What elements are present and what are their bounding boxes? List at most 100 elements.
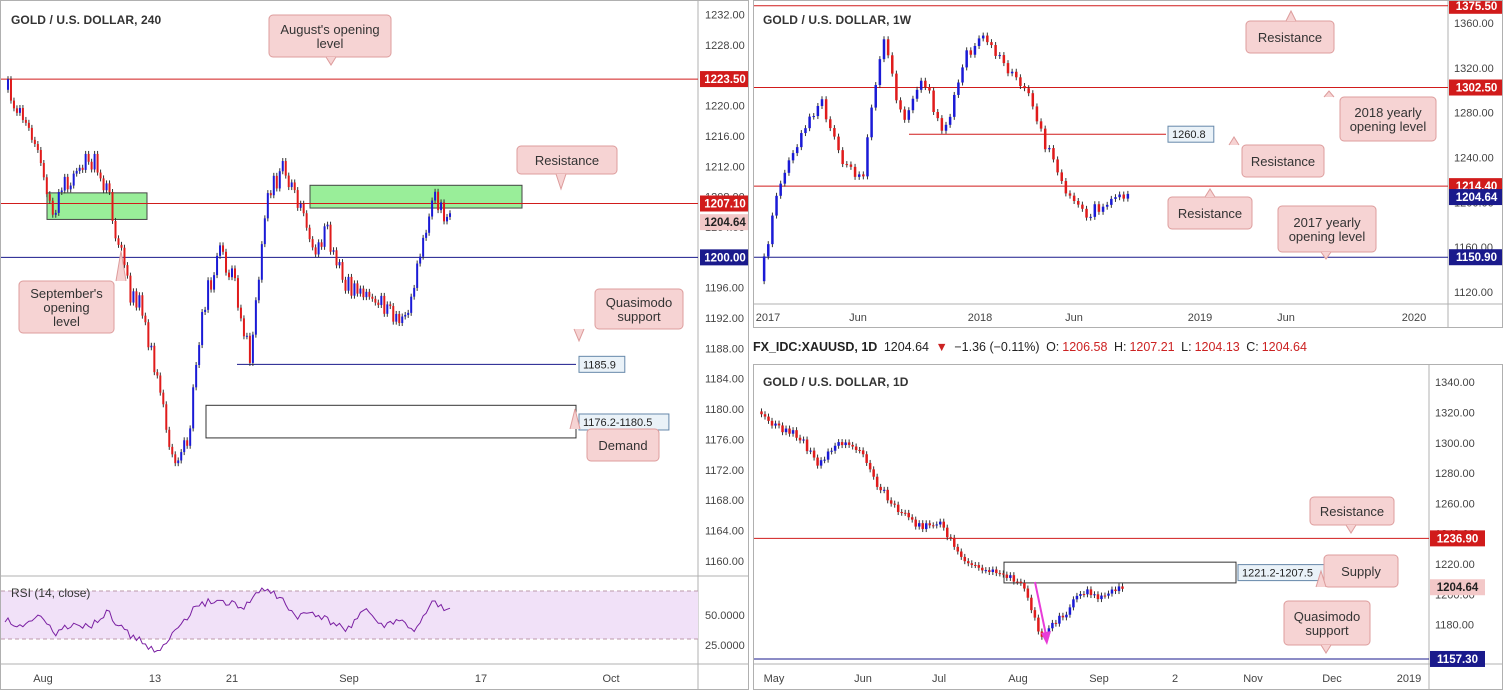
callout-aug-text: level <box>317 36 344 51</box>
h4-candle <box>305 213 308 228</box>
callout-supply-pointer <box>1315 569 1327 588</box>
h4-candle <box>347 276 350 291</box>
h4-candle <box>72 173 75 186</box>
weekly-candle <box>1048 148 1051 150</box>
price-tag-2017 <box>1449 249 1502 266</box>
h4-candle <box>144 315 147 323</box>
h4-y-tick: 1196.00 <box>705 283 744 295</box>
h4-candle <box>6 79 9 90</box>
h4-candle <box>69 185 72 190</box>
h4-y-tick: 1228.00 <box>705 40 745 52</box>
daily-candle <box>833 445 837 451</box>
h4-candle <box>245 335 248 337</box>
weekly-x-tick: 2020 <box>1402 312 1426 324</box>
weekly-y-tick: 1320.00 <box>1454 63 1494 75</box>
callout-2017-pointer <box>1320 251 1332 260</box>
weekly-candle <box>1072 195 1076 202</box>
h4-chart[interactable]: 1232.001228.001224.001220.001216.001212.… <box>1 1 749 690</box>
callout-2018-pointer <box>1323 90 1335 98</box>
daily-chart-panel[interactable]: 1340.001320.001300.001280.001260.001240.… <box>753 364 1503 690</box>
daily-candle <box>858 449 861 451</box>
last-price: 1204.64 <box>883 340 929 354</box>
weekly-candle <box>849 164 853 167</box>
weekly-candle <box>903 109 906 120</box>
weekly-candle <box>1126 193 1130 199</box>
daily-candle <box>809 450 812 452</box>
price-tag-aug-text: 1223.50 <box>704 74 746 86</box>
h4-candle <box>207 280 210 310</box>
callout-res-mid <box>1241 144 1325 178</box>
h4-candle <box>437 191 440 211</box>
daily-chart[interactable]: 1340.001320.001300.001280.001260.001240.… <box>754 365 1503 690</box>
h4-candle <box>138 295 141 308</box>
daily-x-tick: Jun <box>854 673 872 685</box>
daily-candle <box>924 523 928 530</box>
weekly-candle <box>874 85 877 108</box>
daily-x-tick: Jul <box>932 673 946 685</box>
h4-candle <box>326 224 329 227</box>
h4-candle <box>126 265 129 276</box>
h4-y-tick: 1168.00 <box>705 495 744 507</box>
daily-candle <box>861 450 865 455</box>
h4-candle <box>54 212 57 215</box>
h4-candle <box>159 375 162 393</box>
h4-candle <box>60 190 63 193</box>
daily-candle <box>1100 595 1103 600</box>
weekly-candle <box>981 35 985 39</box>
callout-qm <box>594 288 684 330</box>
h4-candle <box>189 428 192 446</box>
daily-x-tick: Sep <box>1089 673 1109 685</box>
h4-candle <box>195 364 198 388</box>
weekly-chart-panel[interactable]: 1360.001320.001280.001240.001200.001160.… <box>753 0 1503 328</box>
daily-y-tick: 1180.00 <box>1435 620 1474 632</box>
daily-candle <box>1110 589 1114 594</box>
rsi-band <box>1 591 698 639</box>
weekly-candle <box>899 100 902 110</box>
daily-candle <box>921 523 924 530</box>
change-value: −1.36 (−0.11%) <box>954 340 1040 354</box>
callout-september-text: opening <box>43 300 89 315</box>
daily-candle <box>1096 594 1100 600</box>
h4-y-tick: 1180.00 <box>705 404 744 416</box>
h4-candle <box>344 279 347 291</box>
daily-candle <box>830 450 833 452</box>
h4-candle <box>174 454 177 464</box>
daily-candle <box>946 527 949 538</box>
daily-candle <box>1016 581 1019 583</box>
label-supply-text: 1221.2-1207.5 <box>1242 568 1313 580</box>
h4-chart-panel[interactable]: 1232.001228.001224.001220.001216.001212.… <box>0 0 749 690</box>
h4-candle <box>99 172 102 179</box>
h4-candle <box>401 316 404 324</box>
down-arrow-icon: ▼ <box>935 340 948 354</box>
weekly-chart[interactable]: 1360.001320.001280.001240.001200.001160.… <box>754 1 1503 328</box>
h4-candle <box>350 276 353 296</box>
high-value: 1207.21 <box>1129 340 1175 354</box>
h4-x-tick: Oct <box>602 673 619 685</box>
h4-candle <box>287 175 290 188</box>
h4-candle <box>404 314 407 317</box>
daily-candle <box>907 512 910 518</box>
daily-candle <box>931 525 935 527</box>
daily-candle <box>1082 594 1086 596</box>
h4-candle <box>75 170 78 174</box>
weekly-candle <box>1056 159 1059 173</box>
h4-candle <box>15 108 18 113</box>
symbol-info-bar: FX_IDC:XAUUSD, 1D 1204.64 ▼ −1.36 (−0.11… <box>753 340 1501 360</box>
daily-candle <box>795 430 798 438</box>
weekly-candle <box>775 195 778 216</box>
weekly-candle <box>1006 63 1010 74</box>
daily-candle <box>1058 615 1061 624</box>
weekly-candle <box>1081 204 1084 209</box>
h4-candle <box>425 232 428 238</box>
callout-qm-text: support <box>1305 623 1349 638</box>
h4-candle <box>251 334 254 363</box>
h4-candle <box>323 226 326 247</box>
h4-candle <box>308 227 311 240</box>
weekly-candle <box>866 137 869 177</box>
low-value: 1204.13 <box>1194 340 1240 354</box>
h4-candle <box>39 149 42 163</box>
h4-candle <box>260 244 263 280</box>
weekly-candle <box>998 55 1001 57</box>
h4-candle <box>419 256 422 264</box>
daily-x-tick: 2 <box>1172 673 1178 685</box>
